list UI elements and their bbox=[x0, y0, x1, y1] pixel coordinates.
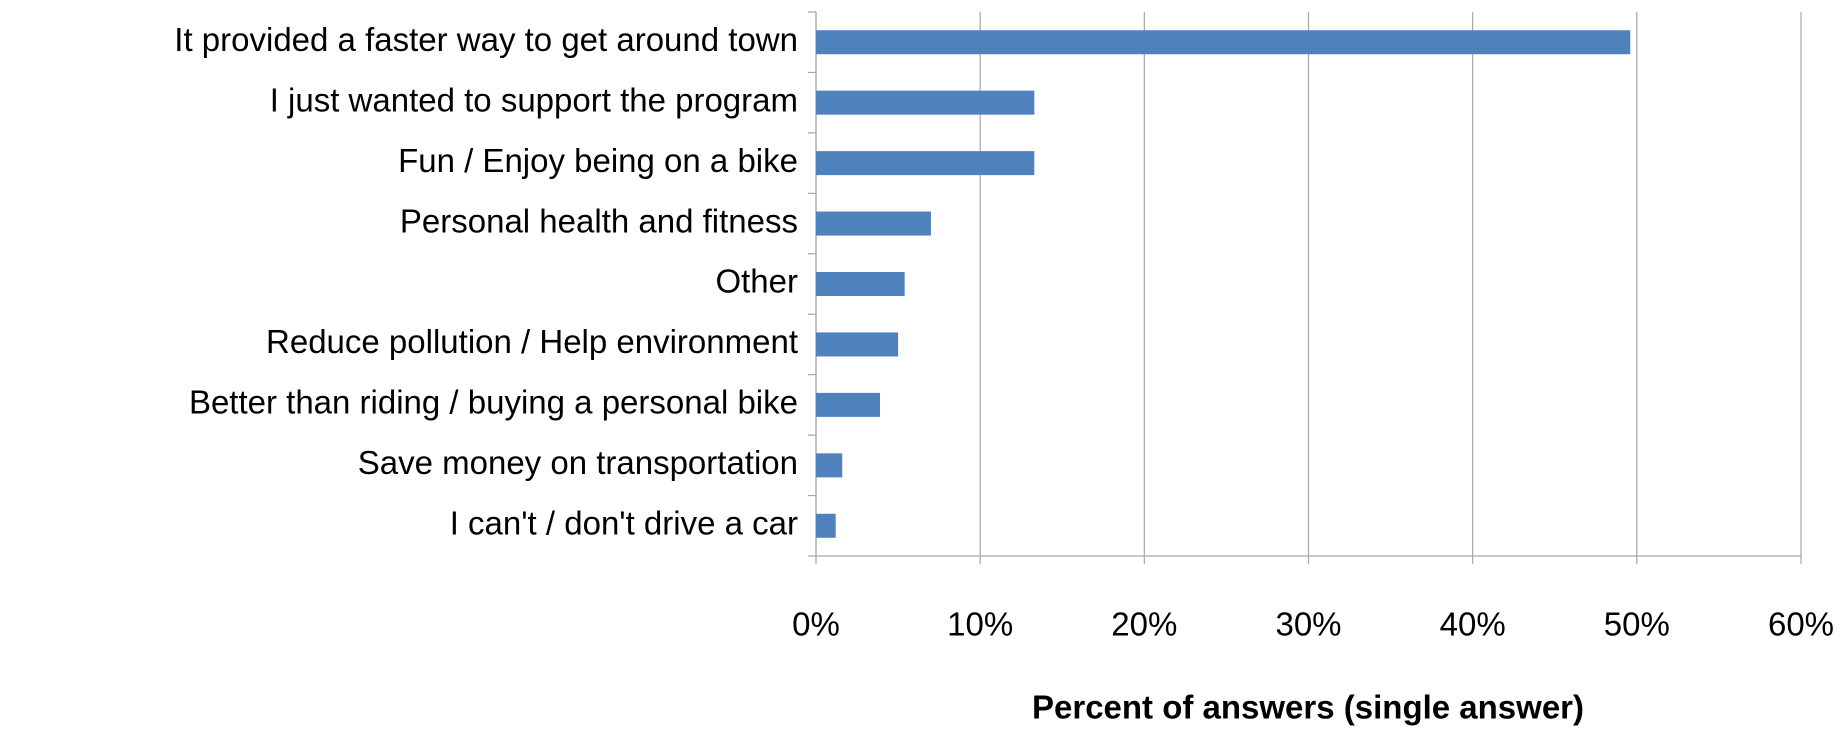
y-tick-label: Better than riding / buying a personal b… bbox=[189, 384, 798, 421]
bar bbox=[816, 30, 1631, 55]
y-tick-label: Personal health and fitness bbox=[400, 202, 798, 239]
y-tick-label: I just wanted to support the program bbox=[270, 81, 798, 118]
y-tick-label: I can't / don't drive a car bbox=[450, 504, 798, 541]
bar bbox=[816, 513, 836, 538]
x-axis-title: Percent of answers (single answer) bbox=[1032, 689, 1584, 726]
bar bbox=[816, 332, 899, 357]
x-tick-label: 40% bbox=[1440, 606, 1506, 643]
bar bbox=[816, 90, 1035, 115]
x-tick-label: 20% bbox=[1111, 606, 1177, 643]
x-tick-label: 50% bbox=[1604, 606, 1670, 643]
bar bbox=[816, 453, 843, 478]
x-tick-label: 10% bbox=[947, 606, 1013, 643]
bar bbox=[816, 151, 1035, 176]
bar bbox=[816, 392, 881, 417]
bar bbox=[816, 211, 931, 236]
x-tick-label: 30% bbox=[1275, 606, 1341, 643]
y-tick-label: It provided a faster way to get around t… bbox=[174, 21, 798, 58]
x-tick-label: 60% bbox=[1768, 606, 1834, 643]
x-tick-label: 0% bbox=[792, 606, 840, 643]
y-tick-label: Save money on transportation bbox=[358, 444, 798, 481]
bar bbox=[816, 272, 905, 296]
y-tick-label: Fun / Enjoy being on a bike bbox=[398, 142, 798, 179]
y-tick-label: Other bbox=[715, 263, 798, 300]
y-tick-label: Reduce pollution / Help environment bbox=[266, 323, 798, 360]
